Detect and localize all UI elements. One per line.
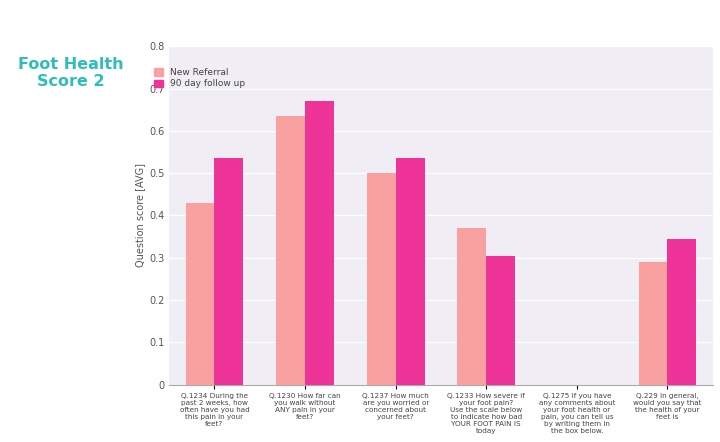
Bar bbox=[366, 173, 396, 385]
Bar bbox=[186, 203, 215, 385]
Bar bbox=[639, 262, 667, 385]
Legend: New Referral, 90 day follow up: New Referral, 90 day follow up bbox=[152, 66, 247, 90]
Bar bbox=[215, 158, 243, 385]
Bar bbox=[396, 158, 425, 385]
Text: Foot Health
Score 2: Foot Health Score 2 bbox=[18, 57, 124, 89]
Bar bbox=[457, 228, 486, 385]
Bar bbox=[486, 255, 516, 385]
Text: •Marked
improvement in
all areas: •Marked improvement in all areas bbox=[14, 186, 108, 229]
Text: FHS2 - change by question by stage: FHS2 - change by question by stage bbox=[152, 19, 422, 32]
Y-axis label: Question score [AVG]: Question score [AVG] bbox=[135, 164, 145, 267]
Bar bbox=[276, 116, 305, 385]
Bar bbox=[305, 101, 334, 385]
Bar bbox=[667, 239, 696, 385]
Text: CoMetrica © 2010: CoMetrica © 2010 bbox=[10, 422, 93, 431]
FancyBboxPatch shape bbox=[6, 13, 136, 133]
